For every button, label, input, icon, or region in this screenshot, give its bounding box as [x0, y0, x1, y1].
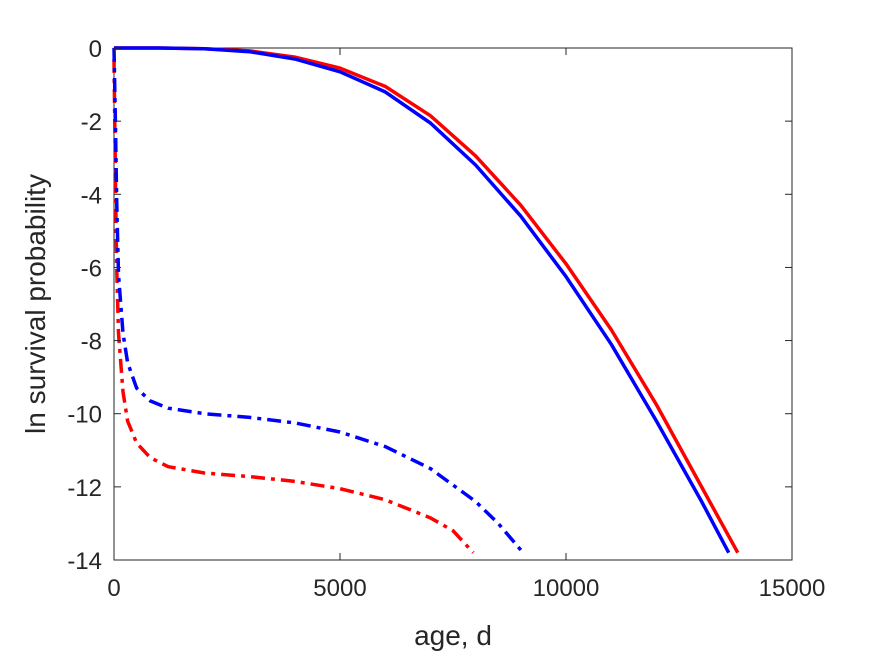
y-tick-label: -14	[67, 548, 102, 575]
series-layer	[112, 46, 740, 554]
series-line-2	[112, 58, 475, 554]
series-line-1	[114, 46, 731, 554]
series-line-3	[112, 47, 525, 554]
y-tick-label: -8	[81, 329, 102, 356]
y-tick-label: -12	[67, 475, 102, 502]
x-axis-label: age, d	[414, 620, 492, 651]
x-ticks: 0 5000 10000 15000	[107, 48, 825, 602]
y-tick-label: 0	[89, 36, 102, 63]
y-tick-label: -6	[81, 255, 102, 282]
x-tick-label: 10000	[533, 575, 600, 602]
x-tick-label: 0	[107, 575, 120, 602]
x-tick-label: 5000	[313, 575, 366, 602]
y-tick-label: -2	[81, 109, 102, 136]
y-tick-label: -10	[67, 402, 102, 429]
y-ticks: 0 -2 -4 -6 -8 -10 -12 -14	[67, 36, 792, 575]
x-tick-label: 15000	[759, 575, 826, 602]
y-axis-label: ln survival probability	[20, 174, 51, 434]
y-tick-label: -4	[81, 182, 102, 209]
